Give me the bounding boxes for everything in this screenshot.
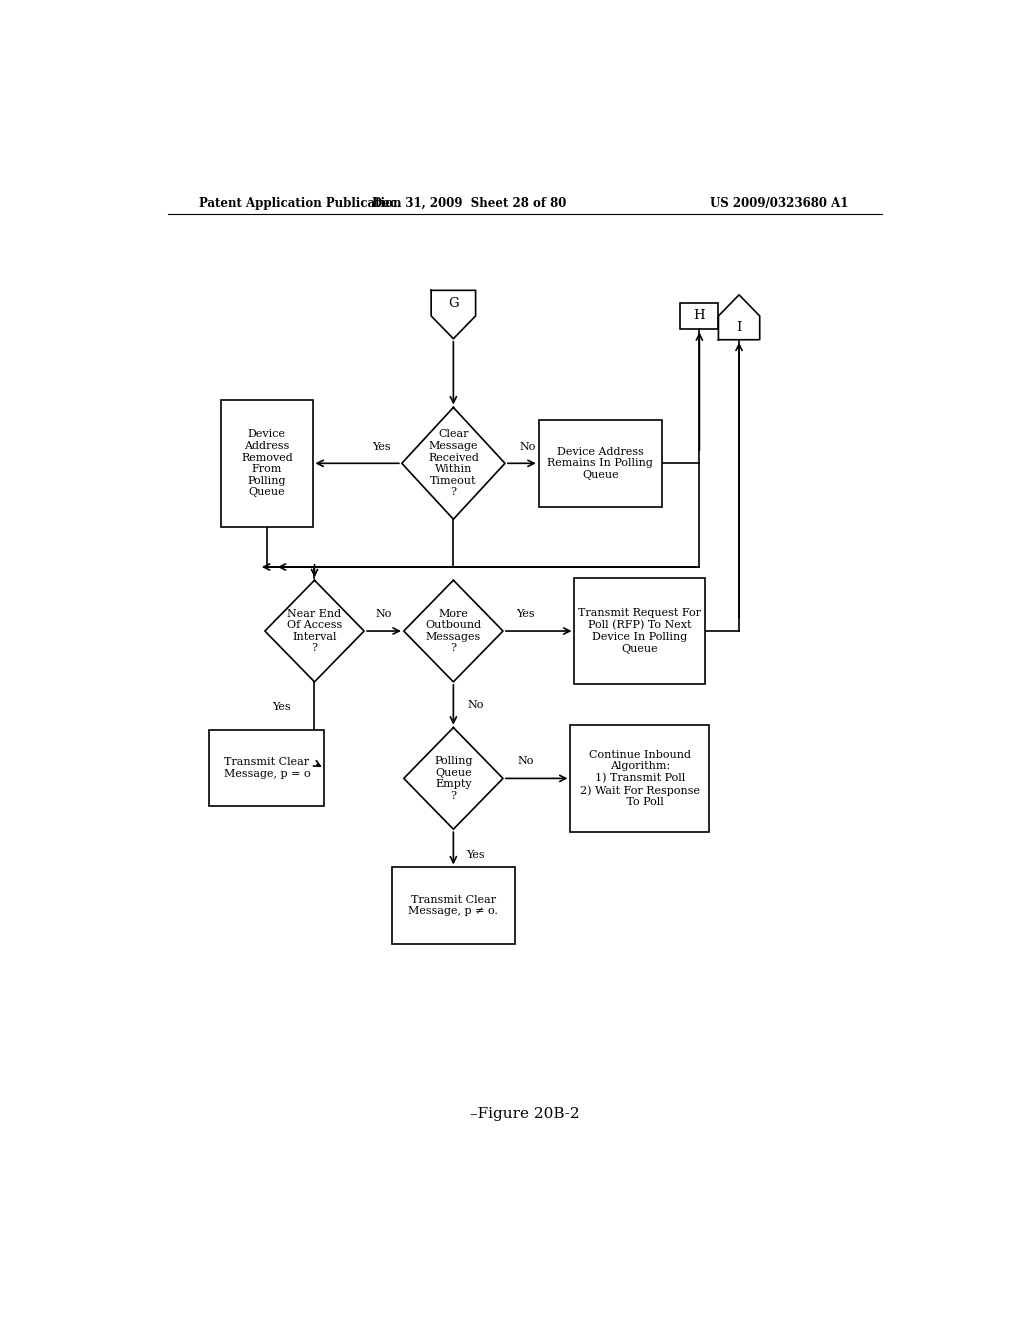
Text: US 2009/0323680 A1: US 2009/0323680 A1 bbox=[710, 197, 848, 210]
Text: Patent Application Publication: Patent Application Publication bbox=[200, 197, 402, 210]
FancyBboxPatch shape bbox=[680, 302, 719, 330]
Text: Yes: Yes bbox=[466, 850, 485, 859]
FancyBboxPatch shape bbox=[539, 420, 662, 507]
Text: I: I bbox=[736, 321, 741, 334]
Text: –Figure 20B-2: –Figure 20B-2 bbox=[470, 1106, 580, 1121]
FancyBboxPatch shape bbox=[570, 725, 710, 832]
Text: Near End
Of Access
Interval
?: Near End Of Access Interval ? bbox=[287, 609, 342, 653]
Text: Device Address
Remains In Polling
Queue: Device Address Remains In Polling Queue bbox=[547, 446, 653, 480]
Text: Dec. 31, 2009  Sheet 28 of 80: Dec. 31, 2009 Sheet 28 of 80 bbox=[372, 197, 566, 210]
Text: Transmit Clear
Message, p ≠ o.: Transmit Clear Message, p ≠ o. bbox=[409, 895, 499, 916]
FancyBboxPatch shape bbox=[221, 400, 312, 527]
Text: Continue Inbound
Algorithm:
1) Transmit Poll
2) Wait For Response
   To Poll: Continue Inbound Algorithm: 1) Transmit … bbox=[580, 750, 699, 807]
FancyBboxPatch shape bbox=[392, 867, 515, 944]
Text: H: H bbox=[693, 309, 706, 322]
Text: Yes: Yes bbox=[373, 442, 391, 451]
Text: More
Outbound
Messages
?: More Outbound Messages ? bbox=[425, 609, 481, 653]
Text: Transmit Request For
Poll (RFP) To Next
Device In Polling
Queue: Transmit Request For Poll (RFP) To Next … bbox=[579, 609, 701, 653]
Text: No: No bbox=[519, 442, 536, 451]
Text: No: No bbox=[517, 756, 534, 766]
FancyBboxPatch shape bbox=[574, 578, 706, 684]
FancyBboxPatch shape bbox=[209, 730, 325, 807]
Text: Yes: Yes bbox=[271, 702, 291, 713]
Text: Polling
Queue
Empty
?: Polling Queue Empty ? bbox=[434, 756, 473, 801]
Text: Device
Address
Removed
From
Polling
Queue: Device Address Removed From Polling Queu… bbox=[241, 429, 293, 498]
Text: No: No bbox=[376, 609, 392, 619]
Text: Yes: Yes bbox=[516, 609, 535, 619]
Text: Transmit Clear
Message, p = o: Transmit Clear Message, p = o bbox=[223, 758, 310, 779]
Text: G: G bbox=[449, 297, 459, 310]
Text: No: No bbox=[467, 700, 483, 710]
Text: Clear
Message
Received
Within
Timeout
?: Clear Message Received Within Timeout ? bbox=[428, 429, 479, 498]
